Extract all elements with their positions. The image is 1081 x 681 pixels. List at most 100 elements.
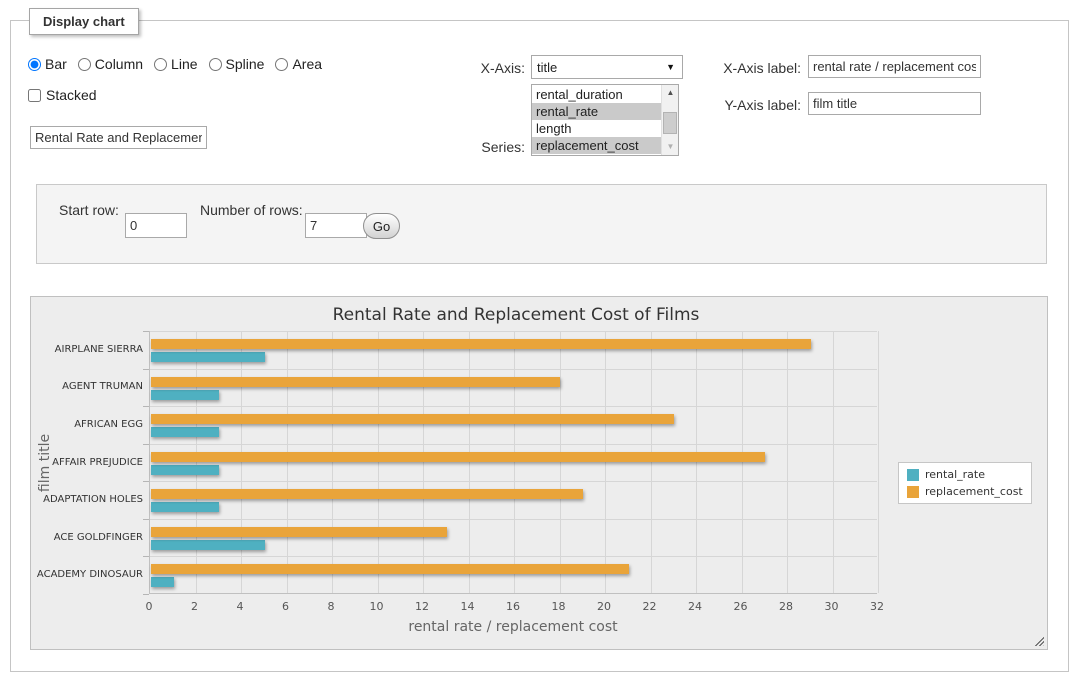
bar-replacement_cost[interactable] — [151, 489, 584, 500]
series-option-rental_rate[interactable]: rental_rate — [532, 103, 661, 120]
stacked-checkbox[interactable] — [28, 88, 41, 102]
gridline — [150, 518, 877, 520]
x-axis-title: rental rate / replacement cost — [408, 619, 618, 635]
x-tick-label: 2 — [191, 600, 198, 613]
legend-swatch-icon — [907, 468, 919, 481]
x-tick-label: 22 — [642, 600, 657, 613]
gridline — [832, 331, 834, 593]
bar-replacement_cost[interactable] — [151, 526, 447, 537]
chart-type-radio-bar[interactable] — [28, 57, 41, 71]
gridline — [514, 331, 515, 593]
bar-replacement_cost[interactable] — [151, 339, 811, 349]
stacked-checkbox-row[interactable]: Stacked — [28, 87, 97, 103]
x-tick-label: 14 — [460, 600, 475, 613]
go-button[interactable]: Go — [363, 213, 400, 239]
gridline — [605, 331, 606, 593]
y-axis-tick — [143, 443, 149, 445]
x-tick-label: 10 — [369, 600, 384, 613]
chart-title-input[interactable] — [30, 126, 207, 149]
y-category-label: AGENT TRUMAN — [62, 381, 143, 393]
y-axis-label-input[interactable] — [808, 92, 981, 115]
chart-type-radio-spline[interactable] — [208, 57, 222, 71]
y-axis-tick — [143, 406, 149, 408]
gridline — [150, 368, 877, 370]
resize-handle[interactable] — [1033, 635, 1044, 646]
bar-replacement_cost[interactable] — [151, 376, 561, 387]
chart-type-label: Column — [94, 56, 144, 72]
y-category-label: AIRPLANE SIERRA — [54, 343, 143, 355]
y-axis-tick — [143, 594, 149, 595]
series-field-label: Series: — [481, 139, 525, 155]
chart-type-option-bar[interactable]: Bar — [28, 56, 67, 72]
chart-type-radio-column[interactable] — [77, 57, 91, 71]
gridline — [377, 331, 379, 593]
gridline — [423, 331, 424, 593]
y-axis-tick — [143, 331, 149, 332]
chart-type-radio-line[interactable] — [154, 57, 168, 71]
x-tick-label: 30 — [824, 600, 839, 613]
x-axis-selected-value: title — [537, 59, 558, 75]
series-option-rental_duration[interactable]: rental_duration — [536, 87, 623, 102]
scrollbar-up-icon[interactable]: ▲ — [666, 88, 675, 97]
gridline — [150, 406, 877, 408]
chart-type-label: Bar — [45, 56, 67, 72]
bar-rental_rate[interactable] — [151, 464, 220, 475]
scrollbar-down-icon[interactable]: ▼ — [666, 142, 675, 151]
x-axis-field-label: X-Axis: — [480, 60, 525, 76]
bar-rental_rate[interactable] — [151, 352, 265, 362]
y-category-label: AFRICAN EGG — [74, 418, 143, 430]
bar-rental_rate[interactable] — [151, 539, 265, 550]
gridline — [150, 481, 877, 483]
bar-rental_rate[interactable] — [151, 389, 220, 400]
x-axis-select[interactable]: title ▼ — [531, 55, 683, 79]
scrollbar-thumb[interactable] — [663, 112, 677, 134]
x-tick-label: 6 — [282, 600, 289, 613]
gridline — [195, 331, 197, 593]
chart-type-option-area[interactable]: Area — [275, 56, 322, 72]
y-axis-tick — [143, 481, 149, 483]
chevron-down-icon: ▼ — [666, 62, 675, 72]
number-of-rows-label: Number of rows: — [200, 202, 303, 218]
gridline — [150, 443, 877, 445]
y-category-label: ACE GOLDFINGER — [53, 531, 143, 543]
legend-swatch-icon — [907, 485, 919, 498]
stacked-label: Stacked — [46, 87, 97, 103]
series-scrollbar[interactable]: ▲ ▼ — [661, 85, 678, 155]
gridline — [468, 331, 470, 593]
y-axis-tick — [143, 368, 149, 370]
legend-item-replacement_cost[interactable]: replacement_cost — [907, 485, 1023, 498]
x-tick-label: 4 — [236, 600, 244, 613]
gridline — [787, 331, 788, 593]
gridline — [241, 331, 242, 593]
row-range-panel: Start row: Number of rows: Go — [36, 184, 1047, 264]
gridline — [696, 331, 697, 593]
bar-rental_rate[interactable] — [151, 502, 220, 513]
chart-type-option-spline[interactable]: Spline — [208, 56, 265, 72]
chart-legend: rental_rate replacement_cost — [898, 462, 1032, 504]
x-tick-label: 26 — [733, 600, 748, 613]
bar-rental_rate[interactable] — [151, 427, 220, 438]
chart-panel: Rental Rate and Replacement Cost of Film… — [30, 296, 1048, 650]
series-listbox[interactable]: rental_duration rental_rate length replacem… — [531, 84, 679, 156]
chart-type-option-column[interactable]: Column — [77, 56, 144, 72]
y-axis-tick — [143, 556, 149, 558]
x-tick-label: 12 — [415, 600, 429, 613]
chart-type-label: Spline — [225, 56, 265, 72]
x-tick-label: 24 — [688, 600, 702, 613]
y-category-label: AFFAIR PREJUDICE — [52, 456, 143, 468]
start-row-input[interactable] — [125, 213, 187, 238]
number-of-rows-input[interactable] — [305, 213, 367, 238]
gridline — [286, 331, 288, 593]
chart-type-option-line[interactable]: Line — [154, 56, 198, 72]
bar-replacement_cost[interactable] — [151, 451, 766, 462]
x-axis-label-input[interactable] — [808, 55, 981, 78]
legend-item-rental_rate[interactable]: rental_rate — [907, 468, 1023, 481]
gridline — [150, 556, 877, 558]
chart-type-radio-area[interactable] — [275, 57, 289, 71]
series-option-replacement_cost[interactable]: replacement_cost — [532, 137, 661, 154]
series-option-length[interactable]: length — [536, 121, 572, 136]
bar-replacement_cost[interactable] — [151, 414, 675, 425]
bar-rental_rate[interactable] — [151, 577, 174, 588]
legend-label: rental_rate — [925, 468, 985, 481]
bar-replacement_cost[interactable] — [151, 564, 629, 575]
